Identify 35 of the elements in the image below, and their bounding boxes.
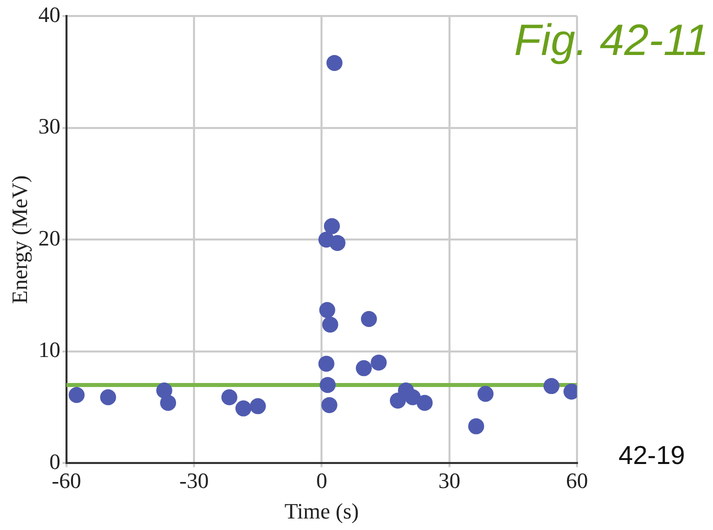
point (356, 360, 372, 376)
point (324, 218, 340, 234)
y-tick-label: 40 (38, 2, 60, 27)
point (68, 387, 85, 403)
point (100, 389, 116, 406)
point (320, 376, 336, 393)
point (160, 394, 176, 411)
text: 42-19 (618, 440, 685, 471)
x-tick-label: 30 (438, 468, 460, 494)
point (319, 302, 336, 318)
y-axis-title: Energy (MeV) (6, 175, 32, 304)
point (478, 386, 494, 402)
point (318, 356, 334, 372)
point (360, 310, 377, 327)
x-tick-label: 0 (316, 468, 328, 494)
y-tick-label: 30 (38, 114, 60, 139)
y-tick-label: 10 (38, 337, 60, 362)
x-axis-title: Time (s) (284, 498, 359, 524)
point (543, 378, 560, 394)
point (156, 382, 172, 399)
point (235, 400, 252, 416)
point (321, 397, 338, 414)
point (250, 398, 266, 414)
annotation: Fig. 42-11 (514, 16, 709, 66)
point (322, 316, 338, 333)
point (416, 394, 433, 411)
point (221, 389, 238, 406)
point (468, 418, 484, 434)
point (404, 389, 421, 406)
point (370, 354, 387, 371)
point (329, 234, 346, 251)
y-tick-label: 20 (38, 225, 60, 250)
x-tick-label: -30 (179, 468, 209, 494)
point (326, 54, 342, 71)
x-tick-label: 60 (566, 468, 588, 494)
